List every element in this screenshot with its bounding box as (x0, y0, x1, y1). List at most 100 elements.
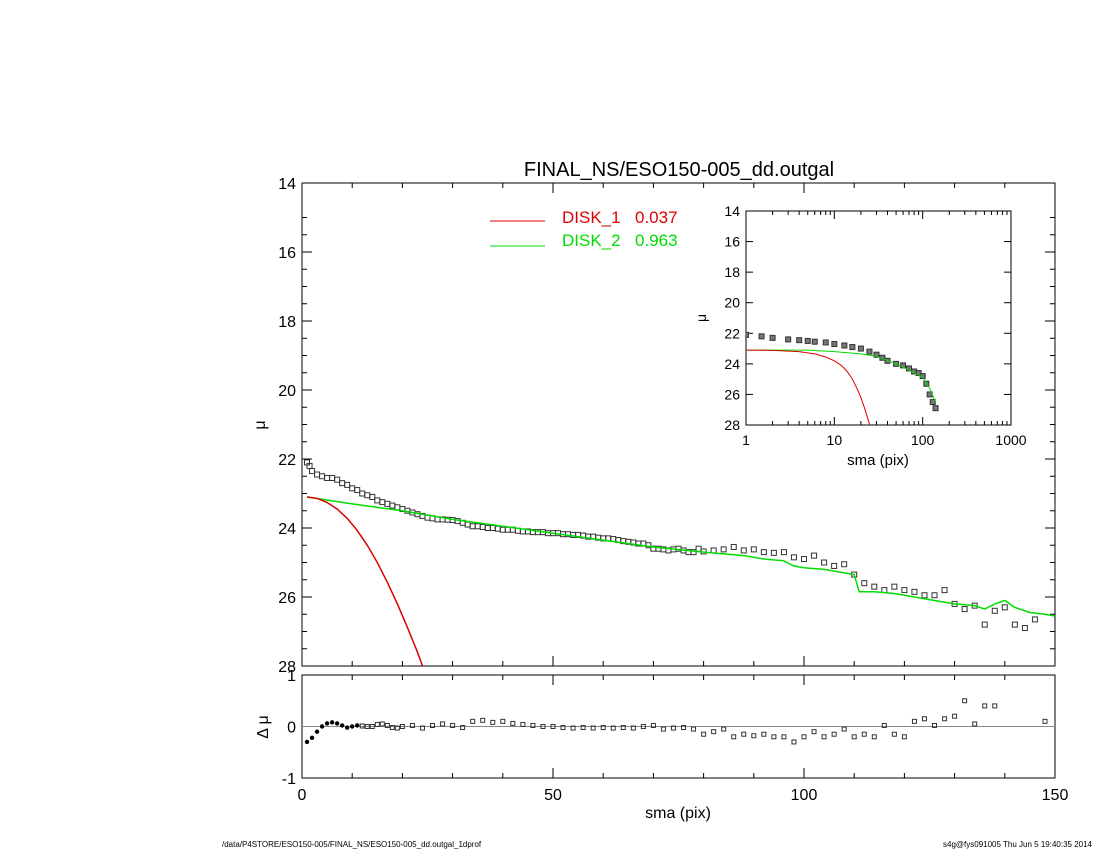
residual-point (901, 734, 907, 740)
x-axis-label: sma (pix) (645, 805, 711, 822)
inset-panel: 14 16 18 20 22 24 26 28 μ 1 10 100 1000 sma (pix) (693, 203, 1027, 469)
residual-y-tick-label: 0 (287, 720, 296, 737)
observed-point (821, 559, 828, 566)
observed-point (740, 547, 747, 554)
legend-disk-1-name: DISK_1 (562, 208, 621, 227)
observed-point (871, 583, 878, 590)
residual-point (369, 724, 375, 729)
observed-point (901, 587, 908, 594)
inset-frame (745, 210, 1012, 426)
inset-observed-point (849, 344, 856, 351)
residual-point (871, 734, 877, 740)
observed-point (344, 481, 351, 488)
residual-point (972, 721, 978, 727)
residual-point (359, 723, 365, 729)
observed-point (499, 526, 506, 533)
inset-y-tick-label: 28 (724, 417, 740, 433)
observed-point (364, 492, 371, 499)
residual-point (490, 719, 496, 725)
legend: DISK_1 0.037 DISK_2 0.963 (490, 208, 678, 250)
observed-point (354, 487, 361, 494)
residual-point (610, 725, 616, 731)
residual-point (921, 716, 927, 722)
residual-point (520, 721, 526, 727)
residual-point (741, 731, 747, 737)
observed-point (961, 606, 968, 613)
residual-point (691, 726, 697, 732)
legend-disk-1-fraction: 0.037 (635, 208, 678, 227)
residual-point (881, 722, 887, 728)
observed-point (911, 588, 918, 595)
inset-y-tick-label: 22 (724, 325, 740, 341)
residual-point (620, 725, 626, 731)
residual-point (324, 721, 330, 726)
residual-point (379, 721, 385, 727)
residual-point (1042, 718, 1048, 724)
residual-point (389, 725, 395, 731)
residual-point (319, 724, 325, 729)
residual-point (329, 720, 335, 725)
inset-observed-point (796, 337, 803, 344)
main-panel: 14 16 18 20 22 24 26 28 μ DISK_1 0.037 DISK_2 0… (252, 176, 1056, 676)
inset-disk-1-model-line (746, 349, 871, 425)
observed-point (720, 546, 727, 553)
residual-point (952, 713, 958, 719)
observed-point (314, 471, 321, 478)
residual-point (962, 698, 968, 704)
residual-point (851, 734, 857, 740)
inset-observed-point (831, 340, 838, 347)
observed-point (760, 549, 767, 556)
inset-x-tick-label: 1000 (995, 432, 1026, 448)
observed-point (891, 583, 898, 590)
residual-point (460, 725, 466, 731)
residual-x-tick-label: 150 (1042, 787, 1069, 804)
observed-point (474, 523, 481, 530)
observed-point (384, 500, 391, 507)
observed-point (831, 562, 838, 569)
residual-point (510, 720, 516, 726)
main-y-tick-label: 24 (278, 521, 296, 538)
residual-point (355, 723, 360, 728)
observed-point (841, 561, 848, 568)
residual-point (480, 717, 486, 723)
residual-point (801, 734, 807, 740)
observed-point (374, 497, 381, 504)
residual-point (982, 703, 988, 709)
observed-point (329, 474, 336, 481)
main-y-ticks: 14 16 18 20 22 24 26 28 (278, 176, 1055, 676)
residual-point (530, 722, 536, 728)
residual-point (771, 734, 777, 740)
main-x-ticks (301, 183, 1056, 666)
observed-point (334, 476, 341, 483)
inset-y-tick-label: 18 (724, 264, 740, 280)
main-y-tick-label: 28 (278, 659, 296, 676)
observed-point (750, 546, 757, 553)
residual-point (500, 718, 506, 724)
residual-point (650, 722, 656, 728)
residual-point (470, 718, 476, 724)
residual-point (731, 734, 737, 740)
inset-observed-point (900, 362, 907, 369)
residual-x-ticks: 0 50 100 150 (298, 675, 1069, 804)
observed-point (389, 502, 396, 509)
observed-point (369, 493, 376, 500)
observed-point (464, 521, 471, 528)
inset-x-tick-label: 10 (827, 432, 843, 448)
residual-point (630, 725, 636, 731)
residual-point (540, 724, 546, 729)
residual-series (304, 698, 1048, 745)
observed-point (489, 525, 496, 531)
observed-point (690, 549, 697, 556)
residual-x-tick-label: 50 (544, 787, 562, 804)
residual-point (314, 729, 320, 734)
residual-point (600, 725, 606, 731)
residual-point (590, 725, 596, 731)
inset-observed-point (822, 339, 829, 346)
residual-point (399, 724, 405, 729)
residual-point (721, 726, 727, 732)
disk-2-model-line (306, 496, 1055, 617)
observed-point (339, 480, 346, 487)
inset-observed-point (758, 333, 765, 340)
residual-point (911, 718, 917, 724)
residual-point (841, 726, 847, 732)
